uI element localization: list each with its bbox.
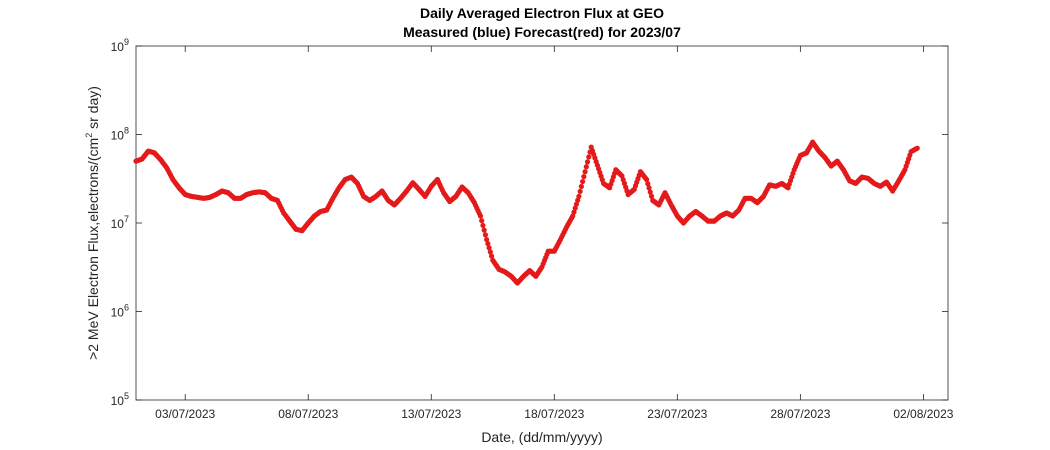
y-axis-label-superscript: 2 bbox=[84, 133, 94, 138]
x-tick-label: 18/07/2023 bbox=[524, 407, 584, 421]
data-point-fill bbox=[485, 241, 491, 247]
y-axis-ticks: 105 106 107 108 109 bbox=[111, 37, 948, 408]
chart-title: Daily Averaged Electron Flux at GEO bbox=[420, 5, 664, 21]
data-point-fill bbox=[482, 232, 489, 238]
data-point-fill bbox=[488, 253, 495, 259]
plot-area bbox=[135, 45, 949, 401]
data-point-fill bbox=[645, 181, 651, 187]
data-point-fill bbox=[586, 154, 592, 160]
data-point-fill bbox=[577, 188, 583, 195]
data-point bbox=[643, 176, 650, 183]
data-point bbox=[914, 145, 920, 151]
x-tick-label: 23/07/2023 bbox=[647, 407, 707, 421]
y-tick-label: 108 bbox=[111, 126, 129, 143]
x-tick-label: 03/07/2023 bbox=[155, 407, 215, 421]
data-point-fill bbox=[487, 249, 493, 255]
y-tick-label: 106 bbox=[111, 303, 129, 320]
data-point-fill bbox=[486, 245, 492, 251]
data-point bbox=[576, 193, 582, 199]
data-point-fill bbox=[578, 183, 584, 190]
data-point-fill bbox=[584, 159, 591, 165]
data-point bbox=[570, 213, 576, 219]
chart-subtitle: Measured (blue) Forecast(red) for 2023/0… bbox=[403, 24, 681, 40]
data-point-fill bbox=[648, 193, 655, 199]
y-axis-label-end: sr day) bbox=[85, 86, 101, 133]
data-point-fill bbox=[573, 201, 580, 207]
data-point-fill bbox=[583, 164, 589, 170]
data-point-fill bbox=[581, 174, 587, 180]
x-axis-ticks: 03/07/2023 08/07/2023 13/07/2023 18/07/2023… bbox=[155, 46, 954, 421]
data-point-fill bbox=[481, 227, 487, 233]
x-tick-label: 02/08/2023 bbox=[893, 407, 953, 421]
data-point-fill bbox=[575, 197, 581, 203]
x-axis-label: Date, (dd/mm/yyyy) bbox=[481, 429, 602, 445]
data-point-fill bbox=[479, 218, 485, 224]
forecast-series bbox=[133, 139, 920, 286]
y-axis-label-main: >2 MeV Electron Flux,electrons/(cm bbox=[85, 138, 101, 360]
y-axis-label: >2 MeV Electron Flux,electrons/(cm2 sr d… bbox=[84, 86, 101, 360]
y-tick-label: 107 bbox=[111, 214, 129, 231]
x-tick-label: 13/07/2023 bbox=[401, 407, 461, 421]
x-tick-label: 28/07/2023 bbox=[770, 407, 830, 421]
data-point-fill bbox=[646, 185, 652, 191]
x-tick-label: 08/07/2023 bbox=[278, 407, 338, 421]
data-point bbox=[477, 213, 484, 219]
y-tick-label: 105 bbox=[111, 391, 129, 408]
data-point-fill bbox=[580, 178, 586, 185]
data-point-fill bbox=[480, 222, 486, 229]
data-point bbox=[484, 236, 490, 243]
data-point-fill bbox=[572, 205, 578, 211]
data-point-fill bbox=[647, 189, 653, 195]
data-point bbox=[582, 169, 588, 175]
data-point-fill bbox=[571, 209, 577, 215]
y-tick-label: 109 bbox=[111, 37, 129, 54]
